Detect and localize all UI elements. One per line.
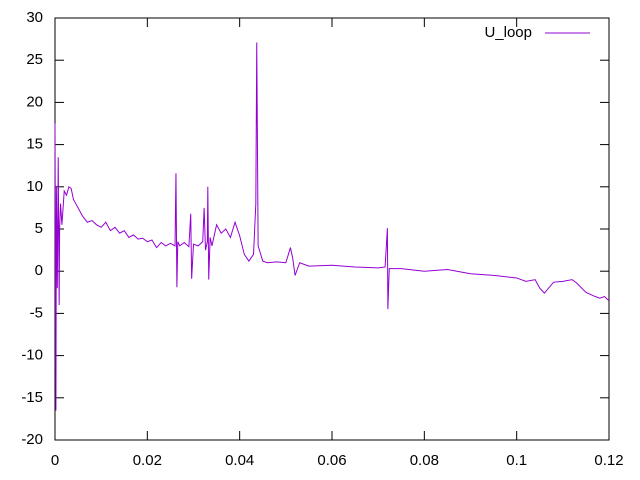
x-tick-label: 0.02 [133, 452, 162, 469]
x-tick-label: 0.04 [225, 452, 254, 469]
data-line [54, 42, 610, 411]
y-tick-label: -5 [30, 304, 43, 321]
x-tick-label: 0.06 [317, 452, 346, 469]
y-tick-label: 30 [26, 9, 43, 26]
y-tick-label: -10 [21, 347, 43, 364]
legend-label: U_loop [484, 24, 532, 41]
y-tick-label: -20 [21, 431, 43, 448]
x-tick-label: 0.08 [410, 452, 439, 469]
y-tick-label: -15 [21, 389, 43, 406]
y-tick-label: 25 [26, 51, 43, 68]
y-tick-label: 10 [26, 178, 43, 195]
x-tick-label: 0 [51, 452, 59, 469]
y-tick-label: 20 [26, 93, 43, 110]
x-tick-label: 0.1 [506, 452, 527, 469]
y-tick-label: 5 [35, 220, 43, 237]
x-tick-label: 0.12 [594, 452, 623, 469]
plot-border [54, 17, 610, 441]
y-tick-label: 0 [35, 262, 43, 279]
y-tick-label: 15 [26, 136, 43, 153]
